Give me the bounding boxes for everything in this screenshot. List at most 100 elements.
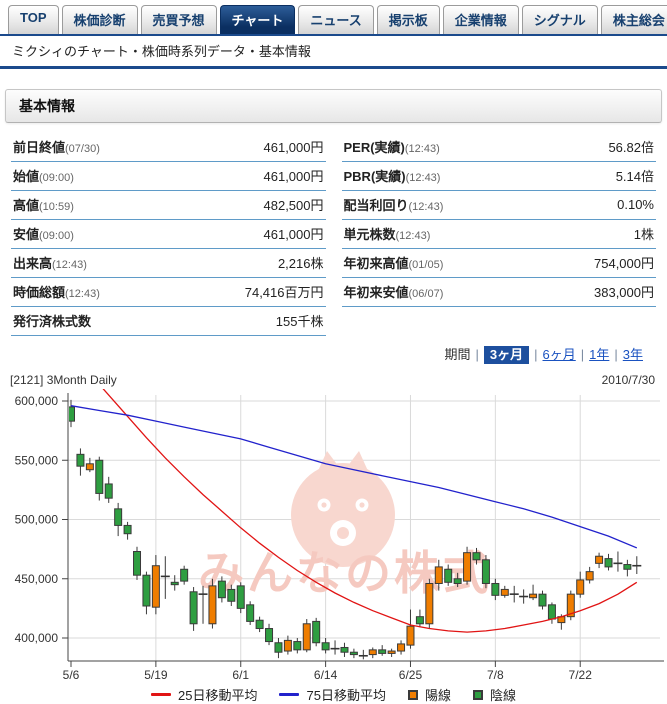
info-label-open: 始値(09:00) [11,161,176,191]
legend-label-bull: 陽線 [424,688,451,703]
info-note-ytd_low: (06/07) [408,288,444,300]
info-note-pbr: (12:43) [405,172,441,184]
info-label-unit_shares: 単元株数(12:43) [341,219,537,249]
period-option-1y[interactable]: 1年 [589,347,610,362]
tab-yosou[interactable]: 売買予想 [140,5,217,34]
ma25-line [102,389,638,633]
period-separator: | [475,347,479,362]
info-value-ytd_high: 754,000円 [536,248,656,278]
legend-item-ma25: 25日移動平均 [151,685,257,704]
candlestick-chart: みんなの株式 400,000 450,000 500,000 550,000 600,00… [0,387,667,684]
info-row-ytd_high: 年初来高値(01/05) 754,000円 [341,248,656,278]
info-label-market_cap: 時価総額(12:43) [11,277,176,307]
info-value-volume: 2,216株 [175,248,326,278]
period-option-6m[interactable]: 6ヶ月 [542,347,576,362]
info-row-low: 安値(09:00) 461,000円 [11,219,326,249]
period-separator: | [580,347,585,362]
info-value-shares_outstanding: 155千株 [175,306,326,336]
info-note-dividend_yield: (12:43) [408,201,444,213]
svg-text:6/25: 6/25 [399,668,423,679]
info-note-low: (09:00) [39,230,74,242]
info-value-per: 56.82倍 [536,133,656,162]
tab-chart[interactable]: チャート [219,5,296,34]
info-value-market_cap: 74,416百万円 [175,277,326,307]
tab-company[interactable]: 企業情報 [442,5,519,34]
section-header-basic-info: 基本情報 [5,89,662,123]
period-option-3m[interactable]: 3ヶ月 [483,346,530,364]
svg-text:550,000: 550,000 [15,453,59,467]
basic-info-tables: 前日終値(07/30) 461,000円 始値(09:00) 461,000円 高値(1… [0,133,667,336]
info-value-low: 461,000円 [175,219,326,249]
legend-bull-icon [407,689,418,700]
svg-text:7/8: 7/8 [487,668,504,679]
info-label-pbr: PBR(実績)(12:43) [341,161,537,191]
info-row-open: 始値(09:00) 461,000円 [11,161,326,191]
watermark: みんなの株式 [198,451,489,599]
chart-legend: 25日移動平均 75日移動平均 陽線 陰線 [0,684,667,704]
ma75-line [70,405,638,549]
info-table-left: 前日終値(07/30) 461,000円 始値(09:00) 461,000円 高値(1… [11,133,326,336]
period-label: 期間 [444,347,471,362]
info-row-dividend_yield: 配当利回り(12:43) 0.10% [341,190,656,220]
section-title: 基本情報 [19,98,75,114]
info-row-volume: 出来高(12:43) 2,216株 [11,248,326,278]
info-note-unit_shares: (12:43) [395,230,431,242]
breadcrumb: ミクシィのチャート・株価時系列データ・基本情報 [0,36,667,69]
svg-text:400,000: 400,000 [15,631,59,645]
info-row-per: PER(実績)(12:43) 56.82倍 [341,133,656,162]
legend-item-ma75: 75日移動平均 [279,685,386,704]
legend-item-bull: 陽線 [407,685,451,704]
period-separator: | [614,347,618,362]
info-label-dividend_yield: 配当利回り(12:43) [341,190,537,220]
info-label-per: PER(実績)(12:43) [341,133,537,162]
info-note-prev_close: (07/30) [65,143,100,155]
legend-label-ma75: 75日移動平均 [306,688,386,703]
info-row-shares_outstanding: 発行済株式数 155千株 [11,306,326,336]
legend-bear-icon [472,689,483,700]
candles-group [69,399,642,660]
chart-svg: みんなの株式 400,000 450,000 500,000 550,000 600,00… [15,389,664,682]
info-row-high: 高値(10:59) 482,500円 [11,190,326,220]
tab-signal[interactable]: シグナル [521,5,598,34]
legend-label-bear: 陰線 [489,688,516,703]
info-note-open: (09:00) [39,172,74,184]
chart-title: [2121] 3Month Daily [10,373,117,387]
tab-board[interactable]: 掲示板 [376,5,440,34]
svg-text:6/14: 6/14 [314,668,338,679]
info-value-ytd_low: 383,000円 [536,277,656,307]
svg-text:7/22: 7/22 [569,668,593,679]
info-row-ytd_low: 年初来安値(06/07) 383,000円 [341,277,656,307]
info-note-market_cap: (12:43) [65,288,100,300]
info-row-prev_close: 前日終値(07/30) 461,000円 [11,133,326,162]
info-col-left: 前日終値(07/30) 461,000円 始値(09:00) 461,000円 高値(1… [11,133,326,336]
svg-text:450,000: 450,000 [15,572,59,586]
info-label-shares_outstanding: 発行済株式数 [11,306,176,336]
info-value-open: 461,000円 [175,161,326,191]
chart-header: [2121] 3Month Daily 2010/7/30 [0,363,667,387]
period-separator: | [534,347,538,362]
legend-label-ma25: 25日移動平均 [178,688,258,703]
chart-date: 2010/7/30 [601,373,655,387]
info-value-prev_close: 461,000円 [175,133,326,162]
info-note-per: (12:43) [404,143,440,155]
svg-text:5/19: 5/19 [144,668,168,679]
legend-ma75-icon [279,693,300,696]
info-label-prev_close: 前日終値(07/30) [11,133,176,162]
info-value-dividend_yield: 0.10% [536,190,656,220]
info-label-low: 安値(09:00) [11,219,176,249]
info-label-ytd_low: 年初来安値(06/07) [341,277,537,307]
tab-shindan[interactable]: 株価診断 [61,5,138,34]
period-option-3y[interactable]: 3年 [622,347,643,362]
info-note-volume: (12:43) [52,259,87,271]
info-note-ytd_high: (01/05) [408,259,444,271]
tab-news[interactable]: ニュース [298,5,374,34]
tab-meeting[interactable]: 株主総会 [600,5,667,34]
info-note-high: (10:59) [39,201,74,213]
info-row-unit_shares: 単元株数(12:43) 1株 [341,219,656,249]
info-label-volume: 出来高(12:43) [11,248,176,278]
tab-top[interactable]: TOP [8,5,59,34]
svg-text:600,000: 600,000 [15,394,59,408]
info-row-market_cap: 時価総額(12:43) 74,416百万円 [11,277,326,307]
tab-bar: TOP 株価診断 売買予想 チャート ニュース 掲示板 企業情報 シグナル 株主総会 [0,0,667,36]
